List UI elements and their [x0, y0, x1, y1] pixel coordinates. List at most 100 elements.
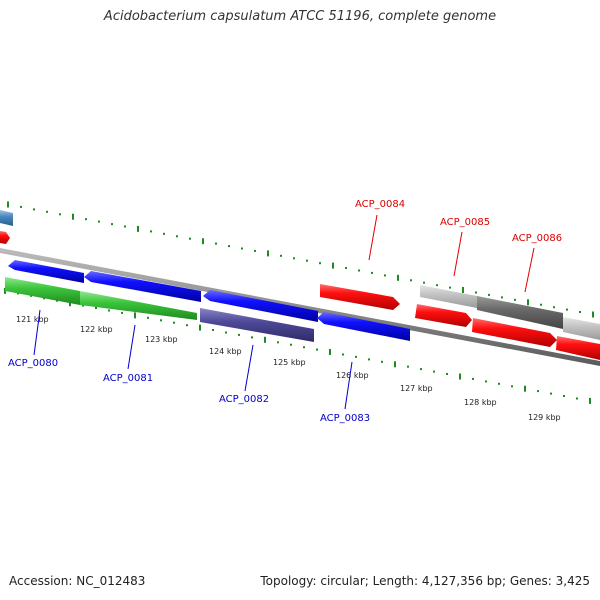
gene-labels: ACP_0080 ACP_0081 ACP_0082 ACP_0083 ACP_0084…	[8, 199, 562, 424]
ruler-minor-tick	[228, 245, 230, 248]
genome-summary-text: Topology: circular; Length: 4,127,356 bp…	[260, 574, 590, 588]
ruler-minor-tick	[423, 281, 425, 284]
ruler-minor-tick	[576, 397, 578, 400]
ruler-minor-tick	[420, 368, 422, 371]
ruler-minor-tick	[563, 395, 565, 397]
ruler-minor-tick	[446, 373, 448, 375]
gene-label-acp-0082[interactable]: ACP_0082	[219, 394, 269, 405]
ruler-minor-tick	[173, 321, 175, 324]
ruler-minor-tick	[280, 254, 282, 257]
gene-leader-line	[344, 361, 353, 410]
tick-label: 129 kbp	[528, 413, 561, 422]
ruler-major-tick	[7, 201, 9, 208]
ruler-minor-tick	[358, 269, 360, 272]
gene-feature[interactable]	[200, 308, 314, 342]
gene-feature-acp-0082[interactable]	[203, 290, 318, 322]
ruler-minor-tick	[225, 331, 227, 334]
ruler-minor-tick	[290, 343, 292, 346]
gene-label-acp-0080[interactable]: ACP_0080	[8, 358, 58, 369]
ruler-minor-tick	[498, 382, 500, 385]
gene-label-acp-0083[interactable]: ACP_0083	[320, 413, 370, 424]
gene-label-acp-0084[interactable]: ACP_0084	[355, 199, 405, 210]
gene-leader-line	[453, 231, 463, 277]
gene-feature[interactable]	[0, 210, 13, 226]
ruler-major-tick	[202, 238, 204, 245]
gene-label-acp-0081[interactable]: ACP_0081	[103, 373, 153, 384]
ruler-minor-tick	[410, 279, 412, 282]
ruler-minor-tick	[371, 271, 373, 274]
ruler-minor-tick	[303, 346, 305, 349]
ruler-minor-tick	[433, 370, 435, 373]
ruler-minor-tick	[306, 259, 308, 262]
gene-label-acp-0085[interactable]: ACP_0085	[440, 217, 490, 228]
ruler-minor-tick	[472, 377, 474, 380]
ruler-major-tick	[137, 225, 139, 232]
ruler-minor-tick	[254, 249, 256, 252]
gene-label-acp-0086[interactable]: ACP_0086	[512, 233, 562, 244]
forward-strand-genes	[5, 277, 600, 360]
ruler-minor-tick	[293, 257, 295, 260]
ruler-minor-tick	[342, 353, 344, 356]
ruler-minor-tick	[98, 220, 100, 223]
ruler-minor-tick	[540, 303, 542, 306]
gene-feature-acp-0080[interactable]	[8, 260, 84, 283]
ruler-minor-tick	[43, 297, 45, 300]
ruler-minor-tick	[176, 235, 178, 238]
map-title: Acidobacterium capsulatum ATCC 51196, co…	[103, 9, 497, 24]
ruler-minor-tick	[189, 237, 191, 240]
ruler-minor-tick	[550, 392, 552, 395]
gene-leader-line	[127, 324, 136, 370]
ruler-major-tick	[527, 299, 529, 306]
reverse-strand-genes	[0, 210, 600, 341]
gene-feature[interactable]	[80, 291, 197, 320]
gene-feature-acp-0086[interactable]	[477, 296, 563, 329]
ruler-minor-tick	[381, 360, 383, 363]
ruler-minor-tick	[59, 213, 61, 216]
ruler-major-tick	[264, 336, 266, 343]
tick-label: 128 kbp	[464, 398, 497, 407]
ruler-minor-tick	[368, 358, 370, 361]
ruler-minor-tick	[186, 324, 188, 327]
ruler-minor-tick	[212, 329, 214, 331]
tick-labels: 121 kbp 122 kbp 123 kbp 124 kbp 125 kbp 126 k…	[16, 315, 561, 422]
gene-feature[interactable]	[472, 318, 557, 347]
ruler-major-tick	[329, 349, 331, 355]
gene-feature[interactable]	[0, 231, 10, 244]
ruler-minor-tick	[241, 247, 243, 250]
gene-feature-acp-0085[interactable]	[420, 285, 477, 308]
ruler-minor-tick	[33, 208, 35, 211]
gene-feature[interactable]	[563, 317, 600, 340]
ruler-minor-tick	[121, 311, 123, 314]
gene-feature-acp-0084[interactable]	[320, 284, 400, 310]
gene-feature-acp-0083[interactable]	[317, 312, 410, 341]
ruler-major-tick	[459, 373, 461, 380]
gene-feature[interactable]	[556, 336, 600, 360]
ruler-minor-tick	[277, 341, 279, 344]
ruler-minor-tick	[553, 306, 555, 309]
ruler-minor-tick	[566, 308, 568, 311]
gene-feature-acp-0081[interactable]	[84, 271, 201, 302]
ruler-major-tick	[134, 312, 136, 319]
ruler-minor-tick	[108, 309, 110, 312]
ruler-major-tick	[524, 385, 526, 392]
gene-feature[interactable]	[5, 277, 80, 305]
ruler-minor-tick	[537, 390, 539, 393]
tick-label: 122 kbp	[80, 325, 113, 334]
tick-label: 124 kbp	[209, 347, 242, 356]
ruler-major-tick	[69, 300, 71, 307]
ruler-minor-tick	[475, 291, 477, 294]
ruler-minor-tick	[82, 304, 84, 307]
gene-leader-line	[244, 344, 254, 392]
ruler-minor-tick	[160, 319, 162, 322]
ruler-minor-tick	[85, 218, 87, 221]
ruler-major-tick	[394, 361, 396, 368]
gene-feature[interactable]	[415, 304, 472, 327]
ruler-minor-tick	[488, 293, 490, 296]
tick-label: 125 kbp	[273, 358, 306, 367]
ruler-major-tick	[397, 274, 399, 281]
ruler-minor-tick	[449, 286, 451, 289]
ruler-major-tick	[72, 213, 74, 220]
tick-label: 127 kbp	[400, 384, 433, 393]
ruler-minor-tick	[111, 223, 113, 226]
